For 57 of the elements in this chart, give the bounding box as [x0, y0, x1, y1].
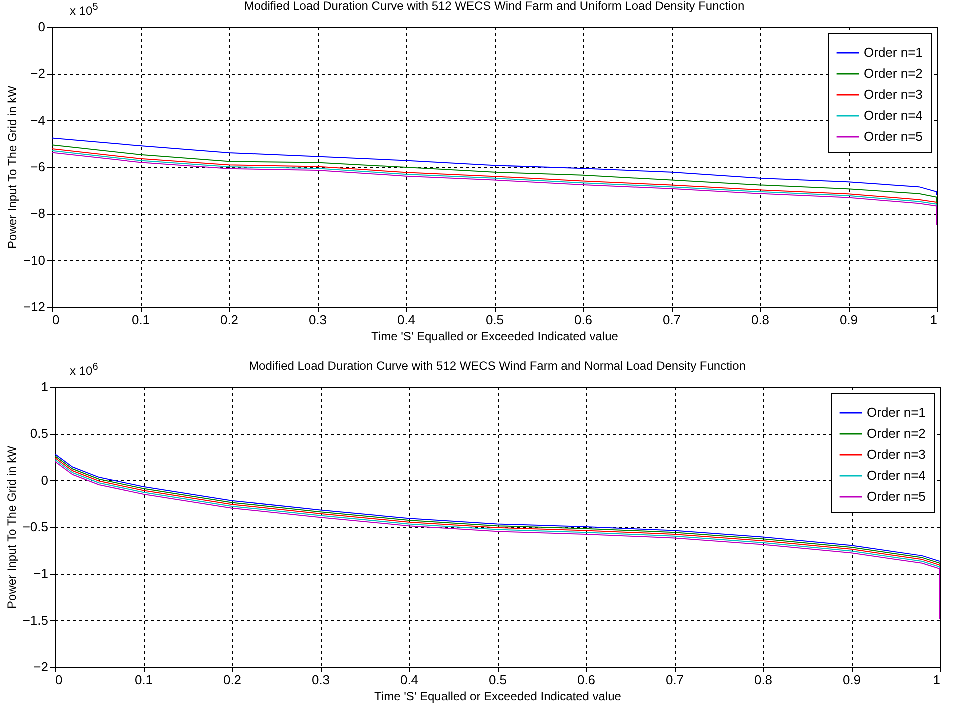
chart-title: Modified Load Duration Curve with 512 WECS Wind Farm and Normal Load Density Function — [249, 359, 746, 373]
y-tick-label: −1.5 — [22, 612, 48, 628]
legend-label: Order n=3 — [867, 447, 926, 462]
legend-label: Order n=2 — [864, 66, 923, 81]
x-axis-title: Time 'S' Equalled or Exceeded Indicated value — [374, 690, 622, 704]
chart-title: Modified Load Duration Curve with 512 WECS Wind Farm and Uniform Load Density Function — [244, 0, 745, 13]
y-tick-label: 1 — [41, 380, 48, 394]
x-axis-title: Time 'S' Equalled or Exceeded Indicated value — [372, 330, 619, 344]
y-tick-label: 0 — [41, 472, 48, 488]
y-tick-label: −0.5 — [22, 520, 48, 534]
legend-label: Order n=4 — [867, 468, 926, 483]
line-series — [55, 408, 940, 569]
x-tick-label: 0.8 — [751, 312, 770, 328]
y-tick-label: 0.5 — [30, 426, 48, 442]
x-tick-label: 0 — [56, 672, 63, 688]
legend-label: Order n=1 — [864, 45, 923, 60]
y-tick-label: −6 — [30, 160, 46, 174]
x-tick-label: 0.6 — [577, 672, 596, 688]
x-tick-label: 0.4 — [397, 312, 416, 328]
x-tick-label: 0.6 — [574, 312, 593, 328]
x-tick-label: 1 — [933, 672, 940, 688]
x-tick-label: 0.4 — [400, 672, 419, 688]
x-tick-label: 0.8 — [754, 672, 773, 688]
text: x 10$^{6}$ — [70, 362, 98, 378]
x-tick-label: 0.7 — [666, 672, 684, 688]
x-tick-label: 0.1 — [134, 672, 154, 688]
y-tick-label: −2 — [34, 660, 48, 674]
line-series — [55, 461, 940, 620]
y-axis-title: Power Input To The Grid in kW — [4, 445, 19, 609]
line-series — [52, 42, 937, 226]
x-tick-label: 0.3 — [308, 312, 328, 328]
y-tick-label: −10 — [23, 252, 46, 268]
text: x 10$^{5}$ — [70, 2, 98, 18]
y-axis-title: Power Input To The Grid in kW — [5, 85, 20, 249]
legend-label: Order n=1 — [867, 405, 926, 420]
x-tick-label: 0.5 — [486, 312, 504, 328]
x-tick-label: 0.5 — [488, 672, 508, 688]
y-tick-label: −2 — [30, 66, 46, 82]
legend-label: Order n=3 — [864, 87, 923, 102]
x-tick-label: 0.7 — [662, 312, 682, 328]
x-tick-label: 0.3 — [312, 672, 330, 688]
x-tick-label: 1 — [930, 312, 938, 328]
y-tick-label: −1 — [34, 566, 48, 582]
x-tick-label: 0.9 — [840, 312, 858, 328]
y-tick-label: 0 — [38, 20, 46, 34]
legend-label: Order n=2 — [867, 426, 926, 441]
x-tick-label: 0.2 — [223, 672, 242, 688]
y-tick-label: −8 — [30, 206, 46, 222]
x-tick-label: 0 — [52, 312, 60, 328]
x-tick-label: 0.1 — [132, 312, 150, 328]
legend-label: Order n=5 — [867, 489, 926, 504]
x-tick-label: 0.2 — [220, 312, 239, 328]
y-tick-label: −4 — [30, 112, 46, 128]
x-tick-label: 0.9 — [842, 672, 862, 688]
legend-label: Order n=4 — [864, 108, 923, 123]
y-tick-label: −12 — [23, 300, 46, 314]
legend-label: Order n=5 — [864, 129, 923, 144]
